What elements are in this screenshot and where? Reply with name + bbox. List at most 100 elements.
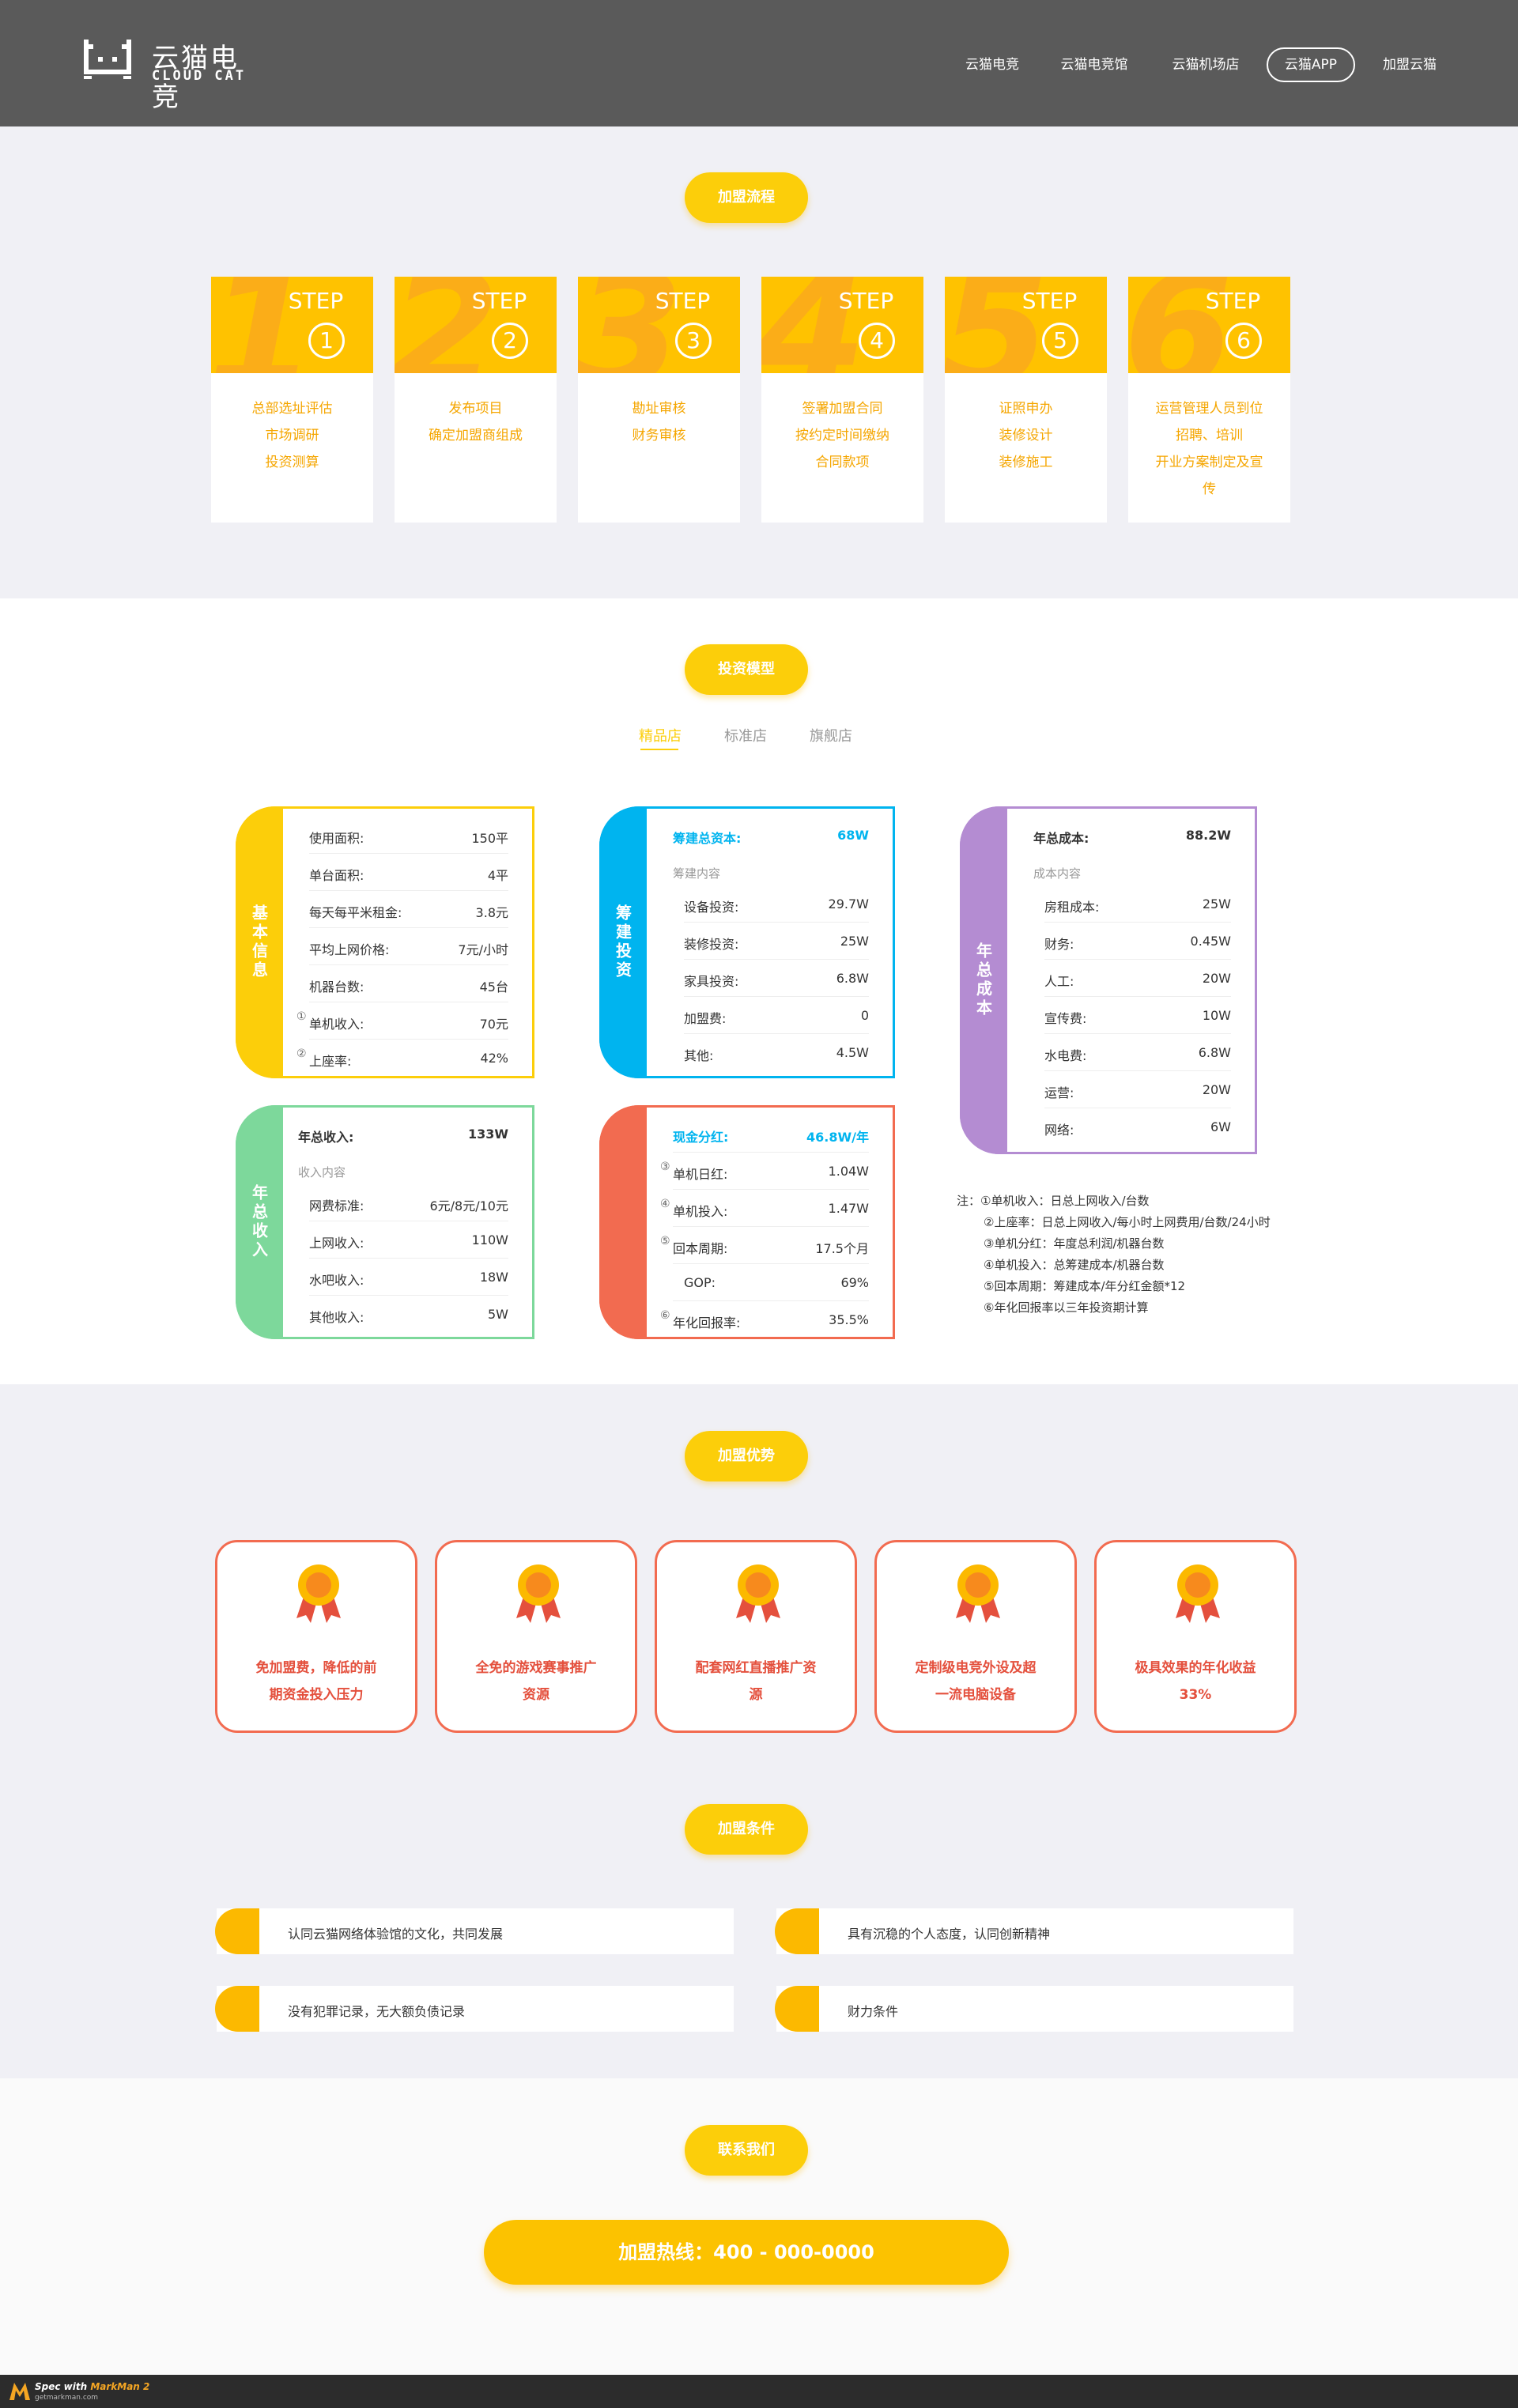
step-text-line: 装修施工: [999, 455, 1053, 470]
tab-boutique-store[interactable]: 精品店: [639, 728, 682, 745]
logo-text-cn: 云猫电竞: [152, 43, 240, 113]
store-type-tabs: 精品店 标准店 旗舰店: [639, 725, 908, 750]
conditions-title-pill: 加盟条件: [685, 1804, 808, 1855]
condition-text: 没有犯罪记录，无大额负债记录: [288, 2004, 466, 2019]
row-value: 17.5个月: [815, 1241, 869, 1256]
process-title-pill: 加盟流程: [685, 172, 808, 223]
advantage-text: 资源: [523, 1687, 549, 1703]
row-value: 1.47W: [828, 1201, 869, 1216]
step-text-line: 勘址审核: [632, 401, 686, 417]
advantage-text: 全免的游戏赛事推广: [475, 1660, 597, 1676]
row-value: 5W: [488, 1307, 508, 1322]
row-value: 150平: [471, 831, 508, 846]
condition-item-3: 没有犯罪记录，无大额负债记录: [215, 1986, 734, 2032]
markman-site: getmarkman.com: [35, 2394, 99, 2402]
condition-marker: [215, 1986, 259, 2032]
step-text-line: 运营管理人员到位: [1155, 401, 1263, 417]
basic-info-card: 基本信息 使用面积: 150平 单台面积: 4平 每天每平米租金: 3.8元 平均上网…: [236, 806, 534, 1078]
capital-subheading: 筹建内容: [673, 866, 721, 881]
row-key: 单机日红:: [673, 1167, 728, 1182]
row-key: 每天每平米租金:: [309, 905, 402, 920]
step-number: 4: [859, 323, 895, 359]
annual-cost-card: 年总成本 年总成本: 88.2W 成本内容 房租成本: 25W 财务: 0.45W 人…: [960, 806, 1257, 1154]
nav-yunmao-app[interactable]: 云猫APP: [1267, 47, 1355, 82]
cloud-cat-logo[interactable]: 云猫电竞 CLOUD CAT: [82, 33, 248, 113]
row-key: 人工:: [1044, 974, 1074, 989]
advantage-text: 配套网红直播推广资: [695, 1660, 817, 1676]
row-key: 财务:: [1044, 937, 1074, 952]
advantage-text: 一流电脑设备: [935, 1687, 1016, 1703]
nav-yunmao-dianjing[interactable]: 云猫电竞: [965, 57, 1019, 73]
capital-total-value: 68W: [837, 828, 869, 843]
row-key: 网络:: [1044, 1123, 1074, 1138]
markman-footer-bar: Spec with MarkMan 2 getmarkman.com: [0, 2375, 1518, 2408]
step-text-line: 总部选址评估: [251, 401, 333, 417]
hotline-button[interactable]: 加盟热线：400 - 000-0000: [484, 2220, 1009, 2285]
advantage-text: 期资金投入压力: [269, 1687, 364, 1703]
row-key: 水吧收入:: [309, 1273, 364, 1288]
row-value: 42%: [480, 1051, 508, 1066]
step-card-2: 2 STEP 2 发布项目 确定加盟商组成: [395, 277, 557, 523]
row-value: 6.8W: [1198, 1045, 1231, 1060]
row-key: 机器台数:: [309, 979, 364, 995]
step-text-line: 合同款项: [815, 455, 870, 470]
condition-item-1: 认同云猫网络体验馆的文化，共同发展: [215, 1908, 734, 1954]
cost-total-key: 年总成本:: [1033, 831, 1089, 846]
nav-yunmao-dianjing-guan[interactable]: 云猫电竞馆: [1060, 57, 1128, 73]
row-key: 上网收入:: [309, 1236, 364, 1251]
advantage-text: 源: [749, 1687, 763, 1703]
medal-icon: [296, 1564, 341, 1623]
calculation-notes: 注：①单机收入：日总上网收入/台数 ②上座率：日总上网收入/每小时上网费用/台数…: [957, 1191, 1271, 1319]
step-card-3: 3 STEP 3 勘址审核 财务审核: [578, 277, 740, 523]
note-marker: ⑤: [660, 1235, 670, 1247]
step-card-4: 4 STEP 4 签署加盟合同 按约定时间缴纳 合同款项: [761, 277, 923, 523]
medal-icon: [956, 1564, 1000, 1623]
cash-dividend-side-tab: [599, 1105, 647, 1339]
note-line: ②上座率：日总上网收入/每小时上网费用/台数/24小时: [984, 1215, 1271, 1229]
note-marker: ①: [296, 1010, 307, 1023]
tab-standard-store[interactable]: 标准店: [724, 728, 767, 745]
row-key: 水电费:: [1044, 1048, 1087, 1063]
step-text-line: 发布项目: [448, 401, 503, 417]
markman-brand: Spec with MarkMan 2: [35, 2381, 149, 2392]
cost-subheading: 成本内容: [1033, 866, 1082, 881]
contact-title-pill: 联系我们: [685, 2125, 808, 2176]
step-label: STEP: [1021, 288, 1078, 314]
row-key: 其他收入:: [309, 1310, 364, 1325]
step-text-line: 财务审核: [632, 428, 686, 443]
cash-dividend-card: 现金分红: 46.8W/年 ③ 单机日红: 1.04W ④ 单机投入: 1.47W ⑤ 回本…: [599, 1105, 895, 1339]
row-key: 单机投入:: [673, 1204, 728, 1219]
tab-flagship-store[interactable]: 旗舰店: [810, 728, 852, 745]
step-label: STEP: [838, 288, 894, 314]
note-line: ③单机分红：年度总利润/机器台数: [984, 1236, 1165, 1251]
row-value: 45台: [479, 979, 508, 995]
row-value: 3.8元: [475, 905, 508, 920]
row-key: 上座率:: [309, 1054, 352, 1069]
note-line: ⑥年化回报率以三年投资期计算: [984, 1300, 1149, 1315]
step-number: 1: [308, 323, 345, 359]
note-marker: ②: [296, 1047, 307, 1060]
row-value: 20W: [1202, 1082, 1231, 1097]
row-key: GOP:: [684, 1275, 716, 1290]
step-text-line: 装修设计: [999, 428, 1053, 443]
nav-yunmao-airport-store[interactable]: 云猫机场店: [1172, 57, 1240, 73]
step-text-line: 确定加盟商组成: [429, 428, 523, 443]
row-key: 年化回报率:: [673, 1315, 741, 1330]
row-value: 20W: [1202, 971, 1231, 986]
row-value: 0.45W: [1190, 934, 1231, 949]
active-tab-underline: [640, 749, 678, 750]
step-text-line: 开业方案制定及宣: [1155, 455, 1263, 470]
medal-icon: [516, 1564, 561, 1623]
step-number: 5: [1042, 323, 1078, 359]
row-key: 平均上网价格:: [309, 942, 390, 957]
dividend-total-key: 现金分红:: [673, 1130, 729, 1145]
advantage-text: 极具效果的年化收益: [1135, 1660, 1256, 1676]
row-value: 6W: [1210, 1119, 1231, 1134]
note-line: ⑤回本周期：筹建成本/年分红金额*12: [984, 1279, 1186, 1293]
advantage-card-3: 配套网红直播推广资源: [655, 1540, 857, 1733]
note-marker: ④: [660, 1198, 670, 1210]
advantage-text: 33%: [1179, 1687, 1212, 1703]
note-line: ④单机投入：总筹建成本/机器台数: [984, 1258, 1165, 1272]
row-value: 1.04W: [828, 1164, 869, 1179]
nav-join-yunmao[interactable]: 加盟云猫: [1383, 57, 1437, 73]
